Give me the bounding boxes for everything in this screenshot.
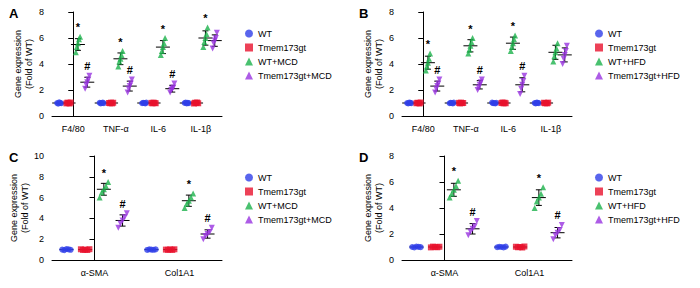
- svg-text:C: C: [9, 150, 19, 165]
- svg-text:WT+HFD: WT+HFD: [608, 201, 646, 211]
- svg-text:2: 2: [389, 85, 394, 95]
- svg-text:Tmem173gt: Tmem173gt: [608, 43, 657, 53]
- svg-text:α-SMA: α-SMA: [431, 268, 459, 278]
- svg-text:Tmem173gt+MCD: Tmem173gt+MCD: [258, 215, 332, 225]
- svg-text:4: 4: [389, 203, 394, 213]
- svg-text:8: 8: [389, 7, 394, 17]
- svg-text:Gene expression: Gene expression: [13, 30, 23, 98]
- svg-text:*: *: [426, 38, 431, 50]
- svg-text:*: *: [187, 178, 192, 190]
- svg-text:*: *: [102, 167, 107, 179]
- svg-text:(Fold of WT): (Fold of WT): [374, 183, 384, 233]
- svg-text:IL-1β: IL-1β: [190, 124, 211, 134]
- svg-text:α-SMA: α-SMA: [81, 268, 109, 278]
- svg-text:WT+MCD: WT+MCD: [258, 201, 298, 211]
- svg-text:TNF-α: TNF-α: [103, 124, 129, 134]
- svg-text:Tmem173gt: Tmem173gt: [608, 187, 657, 197]
- svg-text:6: 6: [389, 177, 394, 187]
- svg-text:*: *: [511, 20, 516, 32]
- svg-text:Tmem173gt+HFD: Tmem173gt+HFD: [608, 71, 680, 81]
- svg-text:4: 4: [39, 213, 44, 223]
- svg-text:F4/80: F4/80: [412, 124, 435, 134]
- svg-text:#: #: [477, 64, 483, 76]
- svg-text:#: #: [169, 68, 175, 80]
- svg-text:6: 6: [39, 33, 44, 43]
- svg-text:*: *: [468, 23, 473, 35]
- svg-text:*: *: [537, 172, 542, 184]
- svg-text:A: A: [9, 6, 19, 21]
- svg-text:IL-6: IL-6: [500, 124, 516, 134]
- svg-text:4: 4: [389, 59, 394, 69]
- svg-text:*: *: [203, 12, 208, 24]
- svg-text:F4/80: F4/80: [62, 124, 85, 134]
- svg-text:B: B: [359, 6, 368, 21]
- svg-text:Tmem173gt: Tmem173gt: [258, 43, 307, 53]
- svg-text:#: #: [84, 60, 90, 72]
- svg-text:WT: WT: [608, 29, 622, 39]
- svg-text:*: *: [76, 21, 81, 33]
- svg-text:WT: WT: [258, 29, 272, 39]
- svg-text:(Fold of WT): (Fold of WT): [374, 39, 384, 89]
- svg-text:(Fold of WT): (Fold of WT): [24, 39, 34, 89]
- svg-text:#: #: [554, 209, 560, 221]
- svg-text:0: 0: [389, 111, 394, 121]
- svg-text:#: #: [127, 64, 133, 76]
- svg-text:Gene expression: Gene expression: [9, 174, 19, 242]
- svg-text:*: *: [161, 23, 166, 35]
- svg-text:8: 8: [39, 172, 44, 182]
- svg-text:WT+HFD: WT+HFD: [608, 57, 646, 67]
- svg-text:10: 10: [34, 151, 44, 161]
- svg-text:IL-1β: IL-1β: [540, 124, 561, 134]
- svg-text:2: 2: [39, 85, 44, 95]
- svg-text:*: *: [118, 36, 123, 48]
- svg-text:4: 4: [39, 59, 44, 69]
- svg-text:#: #: [469, 206, 475, 218]
- svg-text:#: #: [519, 60, 525, 72]
- svg-text:IL-6: IL-6: [150, 124, 166, 134]
- svg-text:D: D: [359, 150, 368, 165]
- svg-text:Tmem173gt+MCD: Tmem173gt+MCD: [258, 71, 332, 81]
- svg-text:#: #: [434, 64, 440, 76]
- svg-text:*: *: [452, 165, 457, 177]
- svg-text:WT: WT: [258, 173, 272, 183]
- svg-text:0: 0: [389, 255, 394, 265]
- svg-text:WT+MCD: WT+MCD: [258, 57, 298, 67]
- svg-text:Col1A1: Col1A1: [515, 268, 545, 278]
- svg-text:WT: WT: [608, 173, 622, 183]
- svg-text:6: 6: [39, 193, 44, 203]
- svg-text:(Fold of WT): (Fold of WT): [20, 183, 30, 233]
- svg-text:0: 0: [39, 255, 44, 265]
- svg-text:2: 2: [39, 234, 44, 244]
- svg-text:Col1A1: Col1A1: [165, 268, 195, 278]
- svg-text:8: 8: [39, 7, 44, 17]
- svg-text:Tmem173gt: Tmem173gt: [258, 187, 307, 197]
- svg-text:Gene expression: Gene expression: [363, 174, 373, 242]
- svg-text:#: #: [204, 212, 210, 224]
- svg-text:Tmem173gt+HFD: Tmem173gt+HFD: [608, 215, 680, 225]
- svg-text:6: 6: [389, 33, 394, 43]
- svg-text:0: 0: [39, 111, 44, 121]
- svg-text:2: 2: [389, 229, 394, 239]
- svg-text:Gene expression: Gene expression: [363, 30, 373, 98]
- svg-text:#: #: [119, 198, 125, 210]
- svg-text:8: 8: [389, 151, 394, 161]
- svg-text:TNF-α: TNF-α: [453, 124, 479, 134]
